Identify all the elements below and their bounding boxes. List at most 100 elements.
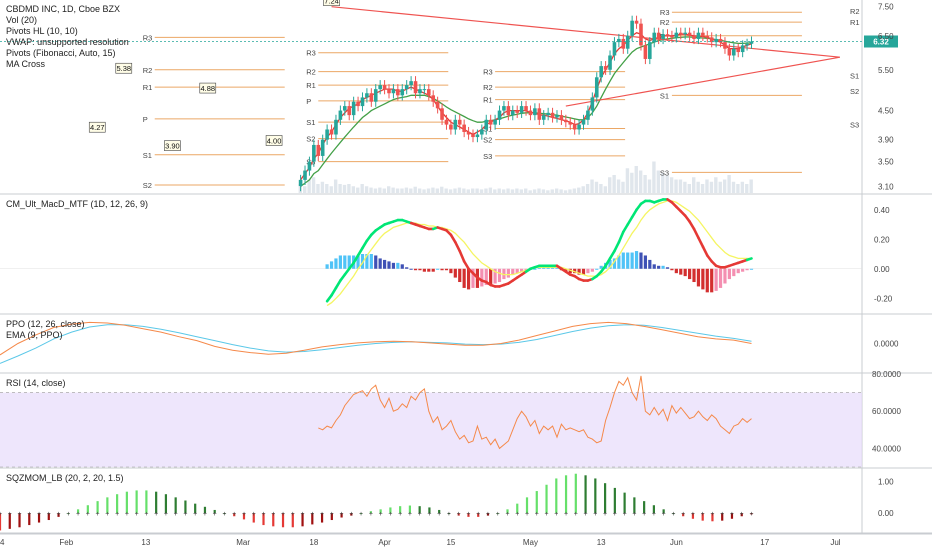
candle-body[interactable] (440, 108, 444, 120)
candle-body[interactable] (418, 89, 422, 94)
candle-body[interactable] (683, 32, 687, 35)
candle-body[interactable] (621, 38, 626, 49)
candle-body[interactable] (369, 93, 374, 102)
candle-body[interactable] (360, 97, 365, 107)
candle-body[interactable] (347, 106, 352, 116)
candle-body[interactable] (453, 119, 458, 130)
candle-body[interactable] (652, 32, 657, 43)
candle-body[interactable] (656, 32, 661, 39)
candle-body[interactable] (409, 81, 413, 86)
candle-body[interactable] (696, 32, 701, 39)
candle-body[interactable] (749, 41, 754, 44)
candle-body[interactable] (630, 20, 634, 36)
candle-body[interactable] (329, 129, 334, 135)
candle-body[interactable] (351, 101, 356, 116)
candle-body[interactable] (599, 66, 603, 78)
candle-body[interactable] (471, 134, 475, 138)
candle-body[interactable] (634, 20, 639, 24)
candle-body[interactable] (594, 77, 599, 98)
candle-body[interactable] (661, 34, 665, 39)
candle-body[interactable] (365, 93, 369, 98)
candle-body[interactable] (546, 112, 550, 116)
candle-body[interactable] (431, 95, 436, 102)
candle-body[interactable] (338, 110, 343, 120)
candle-body[interactable] (422, 89, 427, 91)
candle-body[interactable] (298, 179, 303, 187)
squeeze-momentum-pane[interactable]: + + + + + + + + + + + + + + + + + + + + + + + + + + + + + + + + + + + + + + + +… (0, 473, 754, 531)
candle-body[interactable] (550, 112, 555, 118)
candle-body[interactable] (612, 42, 617, 56)
candle-body[interactable] (400, 89, 405, 96)
candle-body[interactable] (373, 89, 378, 102)
candle-body[interactable] (625, 35, 630, 49)
candle-body[interactable] (515, 110, 519, 113)
candle-body[interactable] (568, 122, 573, 125)
candle-body[interactable] (510, 110, 515, 116)
candle-body[interactable] (387, 89, 391, 94)
candle-body[interactable] (528, 110, 533, 116)
candle-body[interactable] (497, 110, 502, 120)
candle-body[interactable] (506, 106, 511, 116)
candle-body[interactable] (687, 32, 692, 36)
ppo-pane[interactable] (0, 321, 752, 364)
candle-body[interactable] (435, 101, 440, 109)
candle-body[interactable] (572, 124, 577, 130)
candle-body[interactable] (727, 48, 732, 56)
candle-body[interactable] (502, 106, 506, 111)
candle-body[interactable] (639, 23, 643, 46)
candle-body[interactable] (404, 85, 409, 90)
candle-body[interactable] (581, 119, 586, 125)
candle-body[interactable] (475, 134, 480, 138)
candle-body[interactable] (457, 119, 462, 125)
candle-body[interactable] (665, 34, 670, 36)
candle-body[interactable] (303, 170, 307, 180)
candle-body[interactable] (325, 129, 329, 140)
candle-body[interactable] (718, 38, 723, 43)
candle-body[interactable] (484, 119, 489, 130)
candle-body[interactable] (449, 124, 453, 130)
candle-body[interactable] (590, 97, 595, 111)
candle-body[interactable] (723, 42, 727, 49)
candle-body[interactable] (564, 119, 568, 123)
candle-body[interactable] (343, 106, 347, 111)
candle-body[interactable] (391, 89, 396, 94)
candle-body[interactable] (705, 35, 710, 38)
candle-body[interactable] (519, 106, 524, 113)
candle-body[interactable] (462, 124, 466, 132)
candle-body[interactable] (541, 115, 546, 120)
candle-body[interactable] (643, 45, 648, 59)
candle-body[interactable] (736, 48, 741, 53)
candle-body[interactable] (382, 85, 387, 90)
macd-pane[interactable] (0, 198, 862, 307)
candle-body[interactable] (488, 119, 493, 125)
candle-body[interactable] (413, 81, 418, 94)
candle-body[interactable] (678, 32, 683, 35)
candle-body[interactable] (444, 119, 449, 125)
candle-body[interactable] (555, 115, 559, 118)
candle-body[interactable] (559, 115, 564, 120)
candle-body[interactable] (732, 48, 736, 56)
candle-body[interactable] (307, 161, 312, 171)
candle-body[interactable] (701, 32, 705, 36)
candle-body[interactable] (577, 124, 581, 130)
candle-body[interactable] (320, 139, 325, 156)
candle-body[interactable] (356, 101, 360, 107)
candle-body[interactable] (533, 108, 537, 116)
candle-body[interactable] (537, 108, 542, 120)
candle-body[interactable] (692, 35, 696, 39)
candle-body[interactable] (426, 89, 431, 96)
candle-body[interactable] (466, 131, 471, 135)
candle-body[interactable] (480, 129, 484, 135)
candle-body[interactable] (674, 32, 679, 38)
candle-body[interactable] (714, 38, 718, 43)
candle-body[interactable] (334, 119, 338, 135)
candle-body[interactable] (740, 45, 745, 53)
candle-body[interactable] (617, 38, 621, 43)
candle-body[interactable] (648, 42, 652, 59)
candle-body[interactable] (586, 110, 590, 120)
candle-body[interactable] (316, 144, 321, 156)
candle-body[interactable] (493, 119, 497, 125)
candle-body[interactable] (524, 106, 528, 111)
rsi-pane[interactable] (0, 375, 862, 468)
